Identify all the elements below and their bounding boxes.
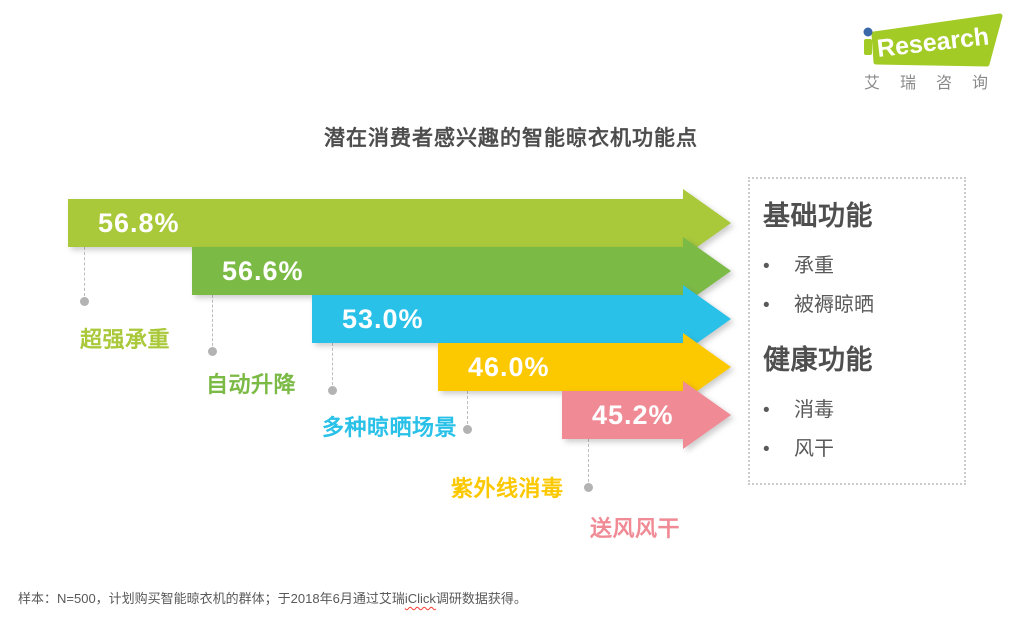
funnel-bar: 46.0% (438, 333, 731, 401)
bar-value-label: 45.2% (592, 400, 674, 430)
funnel-bar: 56.6% (192, 237, 731, 305)
bullet-icon (763, 286, 794, 325)
bar-value-label: 53.0% (342, 304, 424, 334)
leader-dot (583, 482, 593, 492)
logo-banner-shape (871, 13, 1003, 67)
leader-dot (327, 385, 337, 395)
chart-title: 潜在消费者感兴趣的智能晾衣机功能点 (324, 127, 698, 150)
bar-category-label: 自动升降 (206, 372, 297, 397)
bar-value-label: 56.8% (98, 208, 180, 238)
leader-dot (207, 346, 217, 356)
panel-item-quilt: 被褥晾晒 (763, 286, 958, 325)
footnote-iclick: iClick (404, 591, 436, 606)
bullet-icon (763, 391, 794, 430)
iresearch-logo-mark: Research (863, 13, 1003, 67)
bar-body (438, 343, 683, 391)
bar-category-label: 送风风干 (590, 516, 681, 541)
leader-dot (79, 296, 89, 306)
iresearch-logo: Research 艾瑞咨询 (848, 12, 1008, 104)
logo-chinese-name: 艾瑞咨询 (864, 75, 1009, 92)
panel-heading-health: 健康功能 (763, 345, 873, 375)
bullet-icon (763, 430, 794, 469)
arrowhead-icon (683, 381, 731, 449)
funnel-bar: 56.8% (68, 189, 731, 257)
leader-line (467, 391, 468, 424)
bar-body (562, 391, 683, 439)
panel-item-load: 承重 (763, 247, 958, 286)
logo-i-dot-icon (863, 27, 873, 37)
leader-line (84, 247, 85, 296)
panel-item-label: 被褥晾晒 (794, 294, 874, 316)
bar-body (192, 247, 683, 295)
footnote-suffix: 调研数据获得。 (435, 591, 527, 606)
leader-dot (462, 424, 472, 434)
bar-category-label: 紫外线消毒 (451, 476, 564, 501)
leader-line (332, 343, 333, 385)
logo-i-stem (864, 39, 872, 55)
bar-category-label: 超强承重 (80, 327, 171, 352)
bullet-icon (763, 247, 794, 286)
bar-body (312, 295, 683, 343)
panel-item-airdry: 风干 (763, 430, 958, 469)
function-legend-panel: 基础功能 承重 被褥晾晒 健康功能 消毒 风干 (748, 177, 966, 485)
funnel-bar: 45.2% (562, 381, 731, 449)
leader-line (588, 439, 589, 482)
panel-item-label: 消毒 (794, 399, 834, 421)
footnote-prefix: 样本：N=500，计划购买智能晾衣机的群体；于2018年6月通过艾瑞 (18, 591, 405, 606)
panel-item-label: 承重 (794, 255, 834, 277)
funnel-bar: 53.0% (312, 285, 731, 353)
leader-line (212, 295, 213, 346)
panel-heading-basic: 基础功能 (763, 201, 873, 231)
panel-item-label: 风干 (794, 438, 834, 460)
bar-category-label: 多种晾晒场景 (322, 415, 458, 440)
panel-item-disinfect: 消毒 (763, 391, 958, 430)
bar-body (68, 199, 683, 247)
sample-footnote: 样本：N=500，计划购买智能晾衣机的群体；于2018年6月通过艾瑞iClick… (18, 588, 527, 607)
bar-value-label: 46.0% (468, 352, 550, 382)
bar-value-label: 56.6% (222, 256, 304, 286)
